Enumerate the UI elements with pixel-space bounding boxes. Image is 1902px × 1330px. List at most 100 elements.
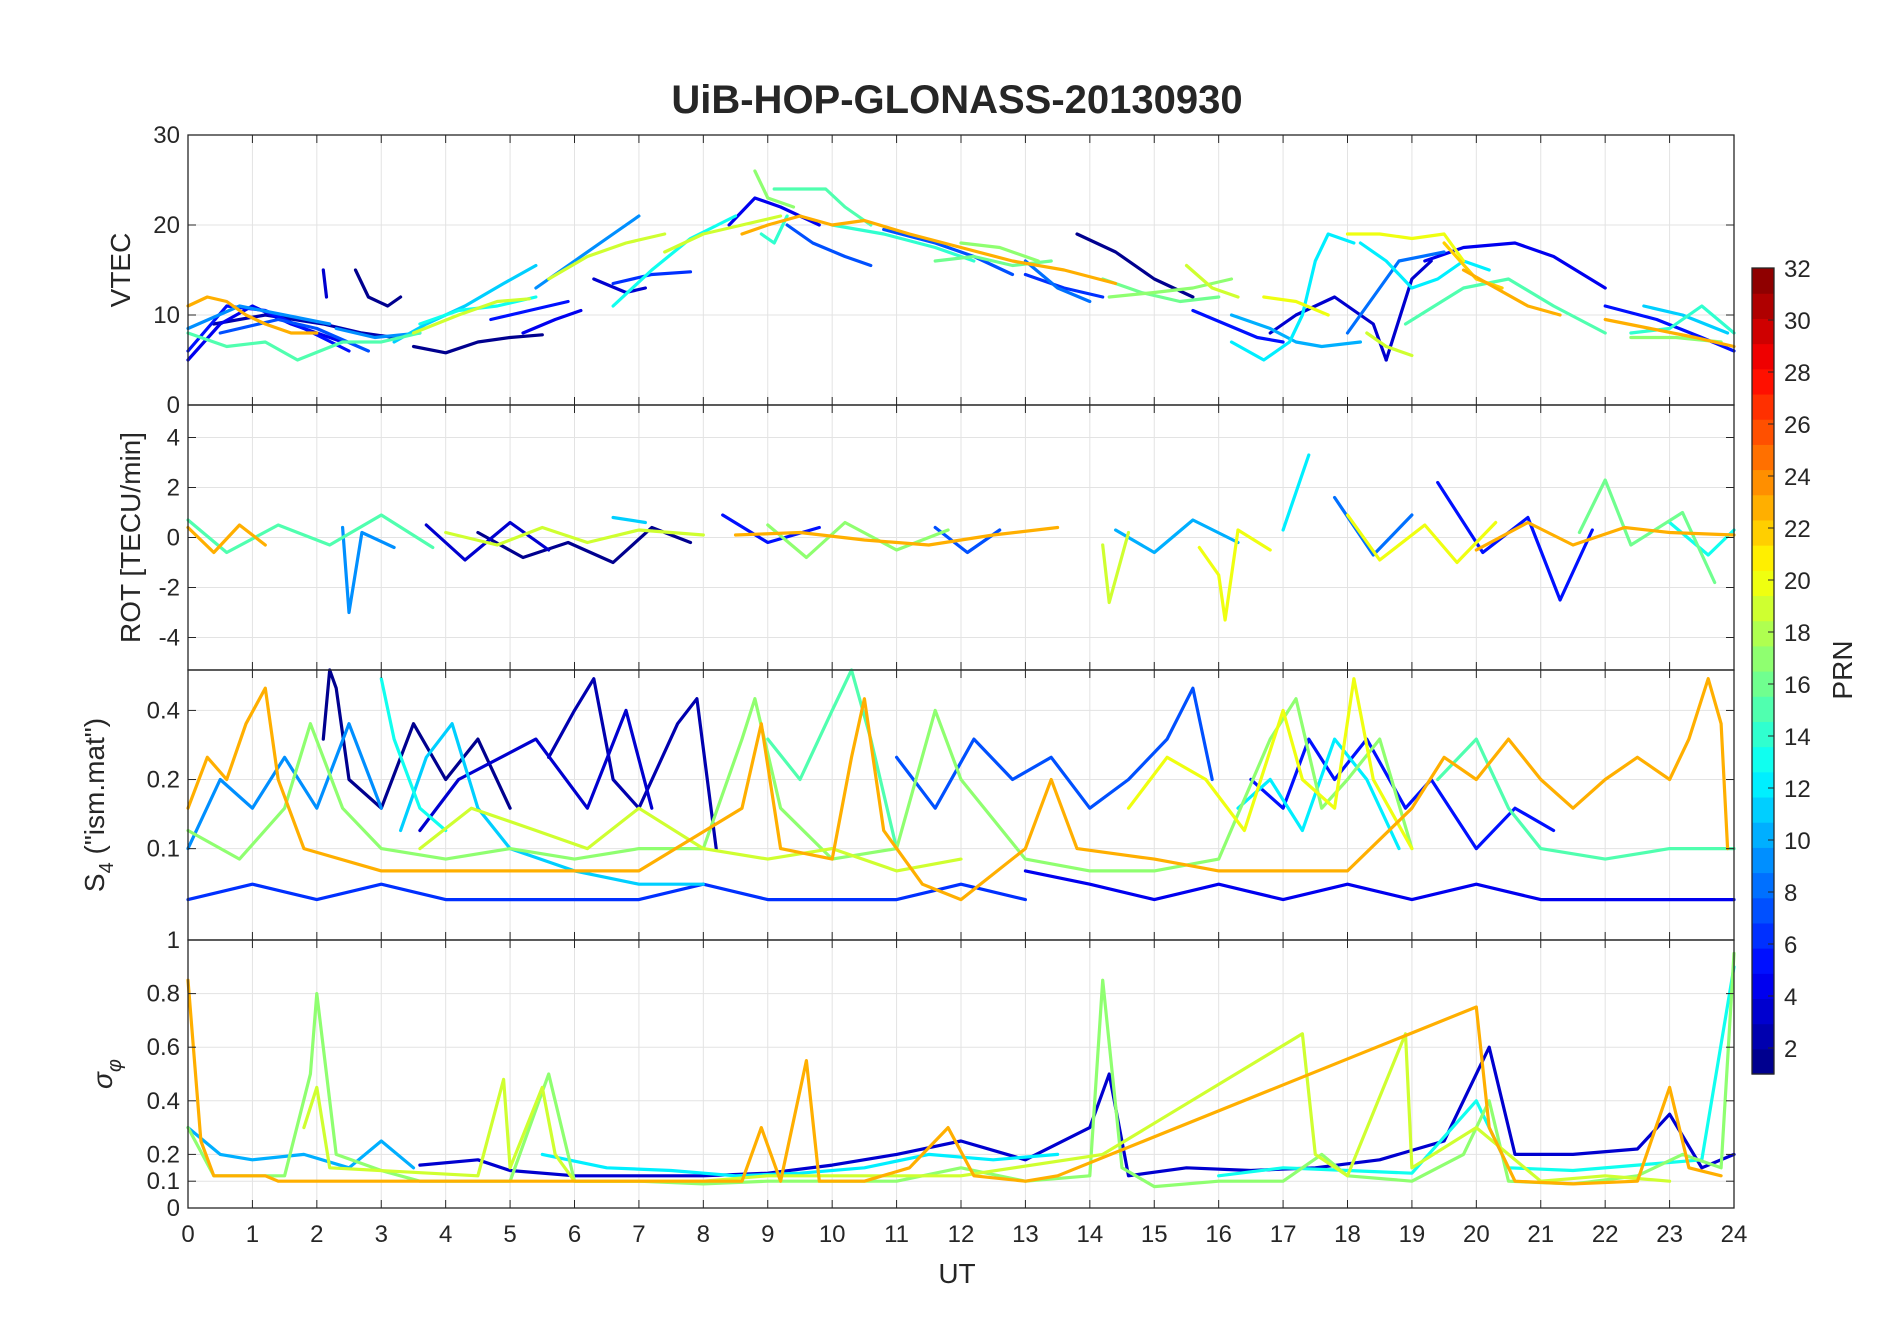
vtec-trace-prn-4 xyxy=(727,196,821,227)
rot-trace-prn-11 xyxy=(611,515,647,525)
s4-y-axis-title: S4 ("ism.mat") xyxy=(79,718,118,892)
x-tick-label: 21 xyxy=(1527,1221,1554,1248)
x-tick-label: 12 xyxy=(948,1221,975,1248)
x-axis-title: UT xyxy=(938,1258,975,1289)
vtec-trace-prn-20 xyxy=(1262,295,1330,317)
colorbar-segment xyxy=(1752,469,1774,496)
colorbar-tick-label: 2 xyxy=(1784,1036,1797,1063)
x-tick-label: 15 xyxy=(1141,1221,1168,1248)
colorbar-segment xyxy=(1752,1048,1774,1075)
sigma_phi-traces xyxy=(186,951,1736,1189)
vtec-trace-prn-23 xyxy=(1603,317,1736,349)
colorbar-tick-label: 8 xyxy=(1784,880,1797,907)
vtec-trace-prn-8 xyxy=(1345,250,1446,335)
rot-trace-prn-23 xyxy=(1474,520,1736,552)
s4-trace-prn-7 xyxy=(895,686,1214,810)
colorbar-tick-label: 4 xyxy=(1784,984,1797,1011)
colorbar-segment xyxy=(1752,494,1774,521)
s4-y-tick-label: 0.1 xyxy=(147,836,180,863)
vtec-trace-prn-5 xyxy=(1191,308,1285,344)
rot-traces xyxy=(186,453,1736,622)
vtec-trace-prn-5 xyxy=(489,299,570,322)
vtec-trace-prn-7 xyxy=(882,227,1015,277)
vtec-grid xyxy=(187,135,1735,405)
s4-trace-prn-17 xyxy=(186,697,1414,873)
s4-trace-prn-19 xyxy=(418,806,963,873)
colorbar-segment xyxy=(1752,1023,1774,1050)
colorbar-segment xyxy=(1752,746,1774,773)
sigma-phi-y-axis-title: σφ xyxy=(87,1059,126,1089)
colorbar-tick-label: 28 xyxy=(1784,360,1811,387)
colorbar-segment xyxy=(1752,822,1774,848)
rot-trace-prn-20 xyxy=(1197,528,1272,622)
sigma_phi-y-tick-label: 0.8 xyxy=(147,981,180,1008)
s4-y-tick-label: 0.2 xyxy=(147,767,180,794)
colorbar-tick-label: 6 xyxy=(1784,932,1797,959)
colorbar-segment xyxy=(1752,973,1774,1000)
vtec-trace-prn-1 xyxy=(353,268,403,308)
s4-trace-prn-2 xyxy=(547,677,718,851)
sigma_phi-y-tick-label: 0.1 xyxy=(147,1168,180,1195)
vtec-trace-prn-15 xyxy=(186,331,422,362)
vtec-trace-prn-14 xyxy=(830,223,976,263)
vtec-y-tick-label: 10 xyxy=(153,302,180,329)
colorbar-tick-label: 26 xyxy=(1784,412,1811,439)
x-tick-label: 9 xyxy=(761,1221,774,1248)
colorbar-title: PRN xyxy=(1827,640,1858,699)
rot-trace-prn-20 xyxy=(1345,513,1498,565)
colorbar-segment xyxy=(1752,847,1774,874)
x-tick-label: 8 xyxy=(697,1221,710,1248)
vtec-trace-prn-14 xyxy=(1629,304,1736,335)
s4-trace-prn-11 xyxy=(399,722,705,886)
x-tick-label: 22 xyxy=(1592,1221,1619,1248)
colorbar-tick-label: 18 xyxy=(1784,620,1811,647)
s4-y-tick-label: 0.4 xyxy=(147,697,180,724)
colorbar-segment xyxy=(1752,998,1774,1025)
vtec-trace-prn-14 xyxy=(759,214,789,245)
colorbar-segment xyxy=(1752,645,1774,672)
vtec-trace-prn-12 xyxy=(1229,232,1356,362)
vtec-trace-prn-7 xyxy=(218,317,370,353)
vtec-trace-prn-3 xyxy=(1268,295,1388,362)
rot-trace-prn-8 xyxy=(1333,495,1414,557)
vtec-trace-prn-15 xyxy=(772,187,873,227)
rot-panel: -4 -2 0 2 4 ROT [TECU/min] xyxy=(115,404,1736,671)
sigma_phi-trace-prn-10 xyxy=(186,1126,416,1170)
sigma_phi-y-tick-label: 1 xyxy=(167,927,180,954)
x-tick-label: 11 xyxy=(884,1221,909,1248)
vtec-y-axis-title: VTEC xyxy=(105,233,136,308)
colorbar-tick-label: 16 xyxy=(1784,672,1811,699)
x-tick-label: 6 xyxy=(568,1221,581,1248)
colorbar-tick-label: 30 xyxy=(1784,308,1811,335)
rot-trace-prn-9 xyxy=(341,525,396,615)
rot-y-tick-label: 4 xyxy=(167,425,180,452)
x-tick-label: 18 xyxy=(1334,1221,1361,1248)
rot-trace-prn-10 xyxy=(1114,518,1240,555)
x-tick-label: 20 xyxy=(1463,1221,1490,1248)
vtec-trace-prn-20 xyxy=(1345,232,1466,263)
figure-title: UiB-HOP-GLONASS-20130930 xyxy=(671,78,1242,122)
rot-y-axis-title: ROT [TECU/min] xyxy=(115,432,146,643)
x-tick-label: 0 xyxy=(181,1221,194,1248)
vtec-trace-prn-23 xyxy=(1461,268,1562,317)
vtec-trace-prn-8 xyxy=(1023,259,1092,304)
vtec-trace-prn-19 xyxy=(1184,263,1240,299)
rot-trace-prn-23 xyxy=(186,523,267,555)
rot-trace-prn-16 xyxy=(1577,478,1717,585)
s4-trace-prn-9 xyxy=(186,722,383,851)
colorbar-segment xyxy=(1752,696,1774,722)
rot-trace-prn-19 xyxy=(444,525,705,547)
s4-trace-prn-13 xyxy=(379,677,448,833)
vtec-trace-prn-1 xyxy=(411,333,544,355)
vtec-panel: 0 10 20 30 VTEC xyxy=(105,122,1736,419)
x-tick-label: 4 xyxy=(439,1221,452,1248)
vtec-y-tick-label: 30 xyxy=(153,122,180,149)
s4-trace-prn-15 xyxy=(1436,737,1736,861)
vtec-trace-prn-3 xyxy=(1384,259,1433,362)
x-tick-label: 10 xyxy=(819,1221,846,1248)
x-tick-label: 5 xyxy=(503,1221,516,1248)
vtec-trace-prn-19 xyxy=(547,232,667,281)
x-tick-label: 2 xyxy=(310,1221,323,1248)
